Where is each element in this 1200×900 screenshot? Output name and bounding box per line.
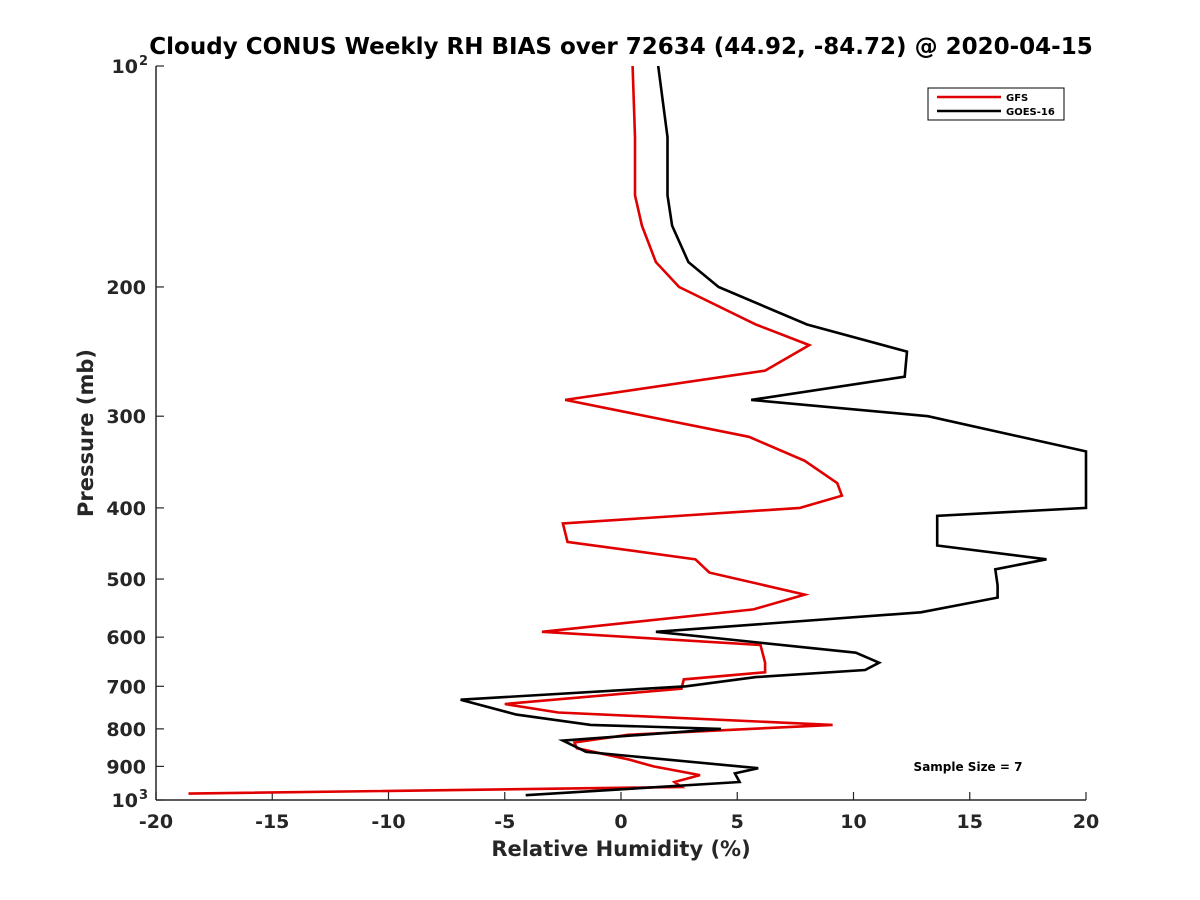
y-tick-label: 200 (106, 277, 146, 299)
x-tick-label: 5 (731, 811, 744, 833)
y-axis-label: Pressure (mb) (74, 349, 98, 517)
x-tick-label: -20 (139, 811, 173, 833)
x-tick-label: -15 (255, 811, 289, 833)
series-layer (188, 65, 1088, 797)
x-tick-label: -10 (371, 811, 405, 833)
x-axis-label: Relative Humidity (%) (491, 837, 750, 861)
y-tick-label: 800 (106, 719, 146, 741)
legend-label-gfs: GFS (1006, 93, 1028, 104)
y-tick-label: 10 (112, 790, 138, 812)
series-line-gfs (188, 65, 844, 795)
x-tick-label: 20 (1073, 811, 1099, 833)
y-tick-exponent: 3 (139, 788, 148, 803)
legend: GFS GOES-16 (927, 87, 1065, 121)
legend-box (927, 87, 1065, 121)
x-tick-label: 0 (614, 811, 627, 833)
x-tick-label: 10 (840, 811, 866, 833)
y-tick-label: 300 (106, 406, 146, 428)
legend-label-goes16: GOES-16 (1006, 107, 1055, 118)
y-tick-label: 700 (106, 676, 146, 698)
y-tick-exponent: 2 (139, 54, 148, 69)
y-tick-label: 10 (112, 56, 138, 78)
y-tick-label: 500 (106, 569, 146, 591)
x-axis-ticks: -20 -15 -10 -5 0 5 10 15 20 (139, 792, 1099, 833)
x-tick-label: 15 (957, 811, 983, 833)
y-tick-label: 900 (106, 756, 146, 778)
x-tick-label: -5 (494, 811, 515, 833)
y-tick-label: 600 (106, 627, 146, 649)
series-line-goes16 (460, 65, 1088, 797)
sample-size-annotation: Sample Size = 7 (914, 760, 1023, 774)
chart-title: Cloudy CONUS Weekly RH BIAS over 72634 (… (149, 34, 1092, 60)
y-tick-label: 400 (106, 498, 146, 520)
